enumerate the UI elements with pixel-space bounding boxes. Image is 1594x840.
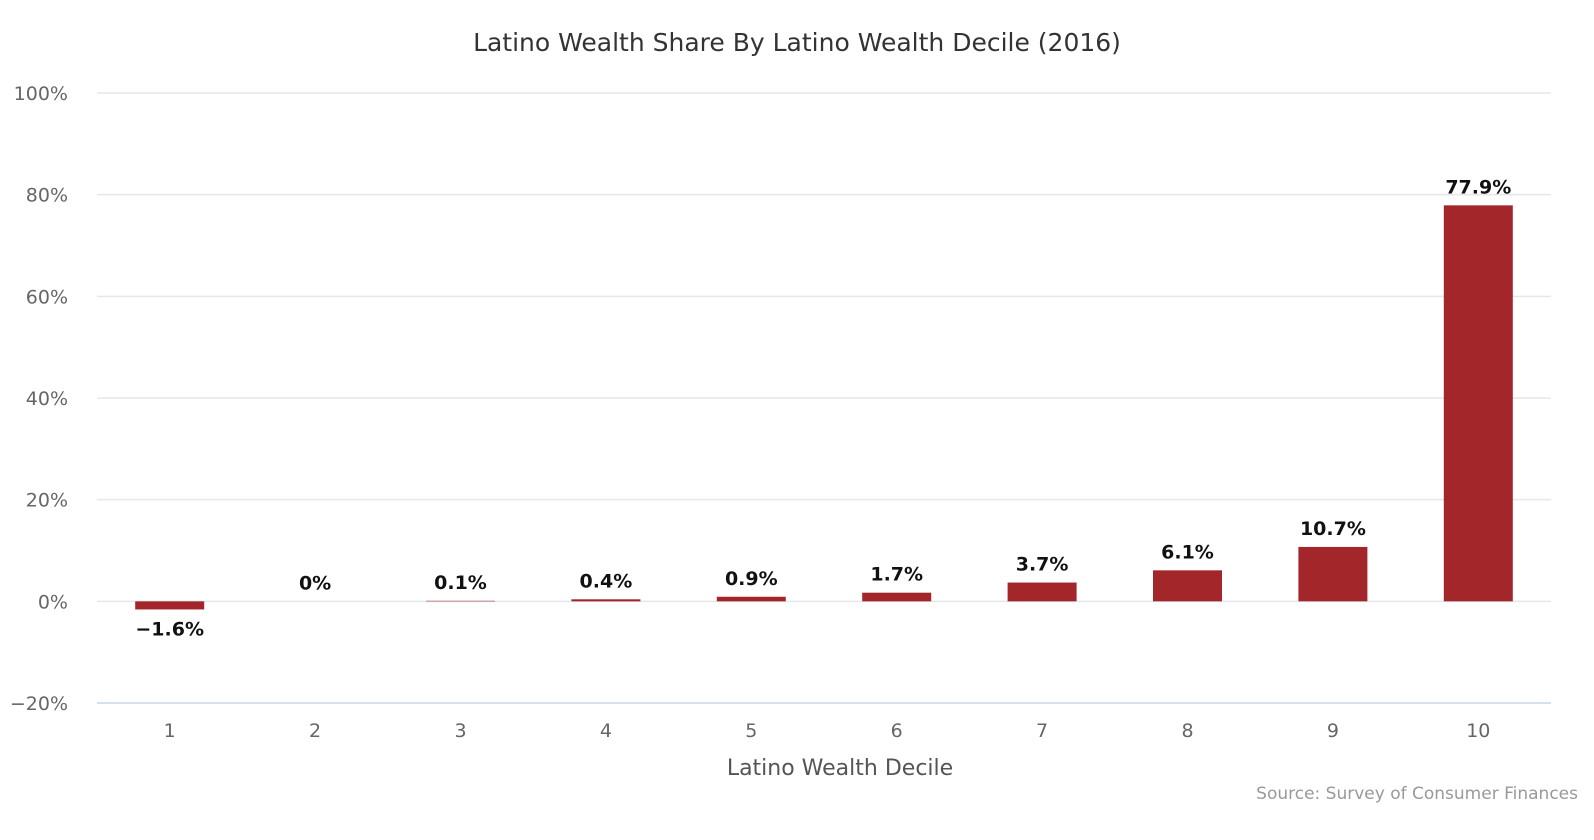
x-tick-label-10: 10 (1466, 720, 1490, 742)
data-label-decile-5: 0.9% (725, 568, 778, 590)
y-tick-label-4: 20% (26, 490, 68, 512)
data-label-decile-6: 1.7% (870, 564, 923, 586)
x-axis-labels: 1 2 3 4 5 6 7 8 9 10 (164, 720, 1491, 742)
y-tick-label-5: 0% (38, 591, 68, 613)
data-label-decile-10: 77.9% (1445, 176, 1511, 198)
y-tick-label-6: −20% (10, 693, 68, 715)
source-credit: Source: Survey of Consumer Finances (1256, 784, 1578, 804)
data-label-decile-8: 6.1% (1161, 541, 1214, 563)
x-tick-label-2: 2 (309, 720, 321, 742)
chart-title: Latino Wealth Share By Latino Wealth Dec… (473, 28, 1121, 57)
y-axis-labels: 100% 80% 60% 40% 20% 0% −20% (10, 83, 68, 715)
x-tick-label-9: 9 (1327, 720, 1339, 742)
x-tick-label-4: 4 (600, 720, 612, 742)
x-tick-label-8: 8 (1181, 720, 1193, 742)
data-labels: −1.6% 0% 0.1% 0.4% 0.9% 1.7% 3.7% 6.1% 10.7% 77.9… (135, 176, 1511, 640)
bar-decile-1[interactable] (135, 601, 205, 610)
gridlines (97, 92, 1551, 704)
y-tick-label-3: 40% (26, 388, 68, 410)
bar-decile-9[interactable] (1298, 546, 1368, 602)
x-tick-label-6: 6 (891, 720, 903, 742)
x-tick-label-1: 1 (164, 720, 176, 742)
x-axis-title: Latino Wealth Decile (727, 756, 953, 781)
bar-decile-5[interactable] (716, 596, 786, 602)
bars (135, 205, 1513, 610)
x-tick-label-5: 5 (745, 720, 757, 742)
bar-decile-4[interactable] (571, 599, 641, 602)
data-label-decile-7: 3.7% (1016, 554, 1069, 576)
x-tick-label-3: 3 (454, 720, 466, 742)
y-tick-label-0: 100% (14, 83, 68, 105)
y-tick-label-2: 60% (26, 286, 68, 308)
bar-decile-3[interactable] (426, 600, 495, 602)
data-label-decile-4: 0.4% (580, 570, 633, 592)
x-tick-label-7: 7 (1036, 720, 1048, 742)
data-label-decile-9: 10.7% (1300, 518, 1366, 540)
y-tick-label-1: 80% (26, 185, 68, 207)
data-label-decile-3: 0.1% (434, 572, 487, 594)
bar-decile-8[interactable] (1153, 570, 1222, 602)
bar-decile-10[interactable] (1443, 205, 1513, 602)
bar-decile-6[interactable] (862, 592, 932, 602)
bar-decile-7[interactable] (1007, 582, 1077, 602)
data-label-decile-2: 0% (299, 572, 331, 594)
data-label-decile-1: −1.6% (135, 618, 204, 640)
